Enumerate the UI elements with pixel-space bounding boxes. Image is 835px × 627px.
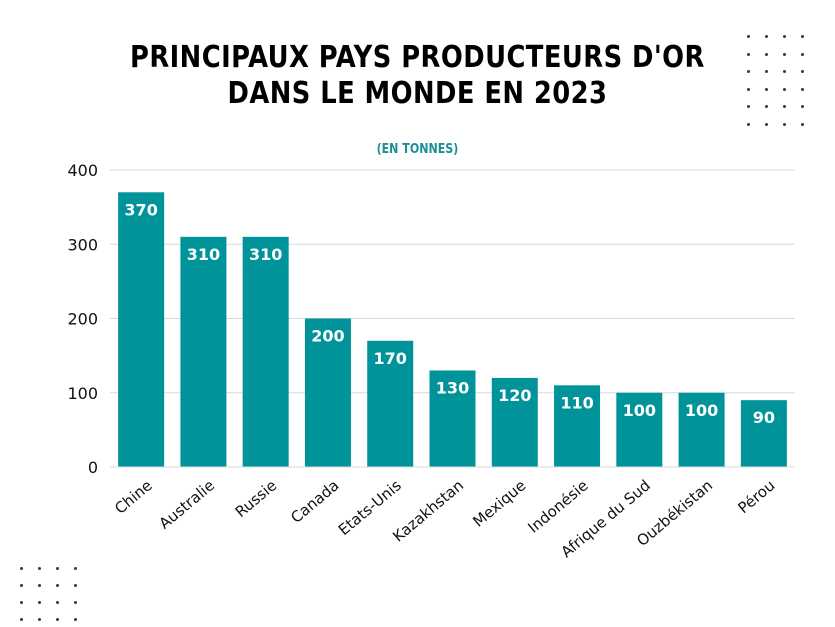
y-tick-label: 200 (67, 310, 98, 329)
x-category-label: Pérou (734, 476, 778, 517)
dot (783, 87, 786, 91)
dot (74, 567, 77, 570)
dot (74, 618, 77, 621)
dot (801, 122, 804, 126)
dot (38, 584, 41, 587)
dot (783, 52, 786, 56)
y-tick-label: 400 (67, 161, 98, 180)
dot (38, 601, 41, 604)
chart-title: PRINCIPAUX PAYS PRODUCTEURS D'OR DANS LE… (58, 40, 776, 112)
x-category-label: Mexique (469, 476, 529, 530)
dot (765, 122, 768, 126)
dot (783, 35, 786, 38)
bar-5 (429, 370, 476, 467)
dot (765, 105, 768, 108)
y-tick-label: 300 (67, 235, 98, 254)
bar-value-label: 120 (498, 386, 531, 405)
dot (801, 70, 804, 73)
dot (20, 601, 23, 604)
dot (56, 567, 59, 570)
dot (765, 35, 768, 38)
dot (747, 87, 750, 91)
dot (765, 70, 768, 73)
bar-value-label: 130 (436, 378, 469, 397)
dot (783, 122, 786, 126)
dot (38, 567, 41, 570)
dot (783, 70, 786, 73)
x-category-label: Chine (111, 476, 155, 517)
decorative-dot-grid-top-right (747, 35, 805, 127)
bar-7 (554, 385, 601, 467)
bar-9 (678, 392, 725, 467)
bar-value-label: 370 (124, 200, 157, 219)
dot (38, 618, 41, 621)
bar-value-label: 90 (753, 408, 775, 427)
bar-1 (180, 236, 227, 467)
chart-title-line-1: PRINCIPAUX PAYS PRODUCTEURS D'OR (130, 40, 705, 75)
bar-6 (491, 377, 538, 467)
bar-3 (304, 318, 351, 467)
dot (747, 122, 750, 126)
decorative-dot-grid-bottom-left (20, 567, 78, 622)
bar-value-label: 170 (374, 349, 407, 368)
x-category-label: Australie (156, 476, 218, 532)
x-category-label: Canada (287, 476, 342, 526)
bar-value-label: 200 (311, 327, 344, 346)
dot (20, 584, 23, 587)
dot (765, 52, 768, 56)
bar-2 (242, 236, 289, 467)
dot (801, 35, 804, 38)
bar-4 (367, 340, 414, 467)
dot (747, 105, 750, 108)
bar-0 (118, 192, 165, 467)
chart-title-line-2: DANS LE MONDE EN 2023 (227, 76, 608, 111)
dot (747, 35, 750, 38)
bar-value-label: 100 (623, 401, 656, 420)
bar-10 (740, 400, 787, 467)
bar-value-label: 310 (249, 245, 282, 264)
dot (801, 52, 804, 56)
bar-value-label: 100 (685, 401, 718, 420)
bar-value-label: 310 (187, 245, 220, 264)
dot (74, 584, 77, 587)
dot (56, 601, 59, 604)
dot (747, 70, 750, 73)
dot (783, 105, 786, 108)
dot (747, 52, 750, 56)
chart-subtitle: (EN TONNES) (376, 142, 459, 157)
bar-8 (616, 392, 663, 467)
y-tick-label: 100 (67, 384, 98, 403)
y-tick-label: 0 (88, 458, 98, 477)
dot (20, 567, 23, 570)
dot (20, 618, 23, 621)
dot (801, 105, 804, 108)
bar-value-label: 110 (560, 393, 593, 412)
x-category-label: Russie (232, 476, 281, 521)
dot (56, 584, 59, 587)
dot (56, 618, 59, 621)
dot (765, 87, 768, 91)
dot (74, 601, 77, 604)
dot (801, 87, 804, 91)
